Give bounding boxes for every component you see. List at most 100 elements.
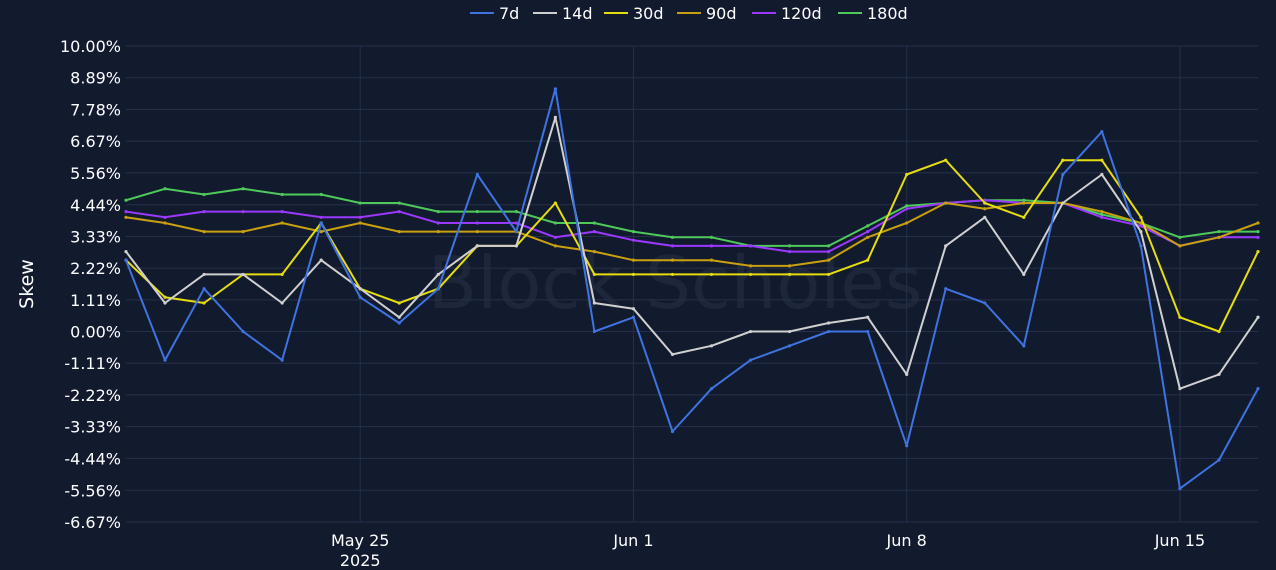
legend-item-14d[interactable]: 14d: [533, 4, 593, 23]
data-point-120d: [436, 221, 440, 225]
data-point-120d: [787, 249, 792, 254]
data-point-90d: [124, 215, 128, 219]
data-point-7d: [787, 344, 792, 348]
data-point-120d: [827, 249, 831, 254]
data-point-90d: [1139, 221, 1143, 225]
data-point-90d: [358, 221, 362, 225]
series-line-7d: [125, 87, 1259, 490]
series-line-180d: [125, 187, 1258, 247]
data-point-30d: [1022, 215, 1026, 219]
data-point-7d: [631, 315, 636, 319]
data-point-14d: [475, 244, 479, 248]
data-point-14d: [866, 315, 870, 319]
data-point-90d: [163, 221, 167, 225]
legend-label: 90d: [706, 4, 737, 23]
data-point-90d: [241, 230, 245, 234]
data-point-30d: [827, 272, 831, 277]
data-point-14d: [827, 321, 831, 325]
data-point-30d: [1217, 329, 1221, 334]
data-point-7d: [124, 258, 128, 262]
data-point-14d: [163, 301, 167, 305]
data-point-180d: [866, 224, 870, 228]
data-point-7d: [553, 87, 557, 91]
grid: [126, 45, 1258, 523]
y-tick-label: -4.44%: [64, 449, 121, 468]
data-point-30d: [1100, 158, 1104, 162]
data-point-120d: [1256, 235, 1260, 239]
legend-label: 14d: [562, 4, 593, 23]
data-point-30d: [163, 295, 167, 299]
data-point-180d: [514, 210, 518, 214]
data-point-30d: [983, 201, 987, 205]
data-point-120d: [1100, 215, 1104, 219]
x-tick-label: May 25: [331, 531, 390, 550]
data-point-90d: [436, 230, 440, 234]
legend-item-120d[interactable]: 120d: [752, 4, 822, 23]
series-line-30d: [125, 159, 1259, 333]
data-point-7d: [592, 329, 597, 334]
legend-item-180d[interactable]: 180d: [838, 4, 908, 23]
data-point-120d: [631, 238, 636, 242]
data-point-90d: [905, 221, 909, 225]
data-point-30d: [1178, 315, 1182, 319]
data-point-90d: [631, 258, 636, 262]
data-point-30d: [1061, 158, 1065, 162]
data-point-120d: [163, 215, 167, 219]
x-tick-label: Jun 1: [612, 531, 653, 550]
data-point-90d: [202, 230, 206, 234]
data-point-14d: [280, 301, 284, 305]
y-tick-label: 0.00%: [70, 323, 121, 342]
legend-item-7d[interactable]: 7d: [470, 4, 519, 23]
legend[interactable]: 7d 14d 30d 90d 120d 180d: [470, 4, 908, 23]
y-axis-label: Skew: [16, 259, 38, 309]
data-point-14d: [358, 287, 362, 291]
data-point-180d: [280, 192, 284, 197]
data-point-120d: [124, 210, 128, 214]
legend-label: 30d: [633, 4, 664, 23]
data-point-180d: [1100, 212, 1104, 217]
data-point-30d: [748, 272, 753, 277]
data-point-30d: [1139, 215, 1143, 219]
data-point-14d: [436, 272, 440, 277]
data-point-120d: [241, 210, 245, 214]
data-point-180d: [319, 192, 323, 197]
data-point-90d: [866, 235, 870, 239]
data-point-30d: [1256, 249, 1260, 254]
data-point-90d: [592, 249, 597, 254]
data-point-7d: [1217, 458, 1221, 462]
data-point-120d: [592, 230, 597, 234]
legend-item-30d[interactable]: 30d: [604, 4, 664, 23]
data-point-90d: [1217, 235, 1221, 239]
data-point-180d: [202, 192, 206, 197]
data-point-30d: [787, 272, 792, 277]
data-point-14d: [202, 272, 206, 277]
data-point-14d: [241, 272, 245, 277]
data-point-7d: [319, 221, 323, 225]
data-point-30d: [592, 272, 597, 277]
data-point-14d: [1139, 230, 1143, 234]
data-point-90d: [553, 244, 557, 248]
data-point-180d: [670, 235, 675, 239]
data-point-14d: [397, 315, 401, 319]
x-tick-sublabel: 2025: [340, 551, 381, 570]
data-point-14d: [670, 352, 675, 356]
data-point-90d: [1022, 201, 1026, 205]
legend-label: 120d: [781, 4, 822, 23]
y-tick-label: -6.67%: [64, 513, 121, 532]
legend-label: 7d: [499, 4, 519, 23]
data-point-30d: [709, 272, 714, 277]
data-point-180d: [553, 221, 557, 225]
data-point-120d: [866, 230, 870, 234]
data-point-120d: [905, 207, 909, 211]
data-point-90d: [983, 207, 987, 211]
data-point-7d: [436, 287, 440, 291]
data-point-180d: [1256, 230, 1260, 234]
legend-item-90d[interactable]: 90d: [677, 4, 737, 23]
data-point-7d: [1256, 387, 1260, 391]
data-point-7d: [1022, 344, 1026, 348]
y-tick-label: 7.78%: [70, 100, 121, 119]
data-point-180d: [124, 198, 128, 202]
data-point-30d: [866, 258, 870, 262]
data-point-180d: [709, 235, 714, 239]
